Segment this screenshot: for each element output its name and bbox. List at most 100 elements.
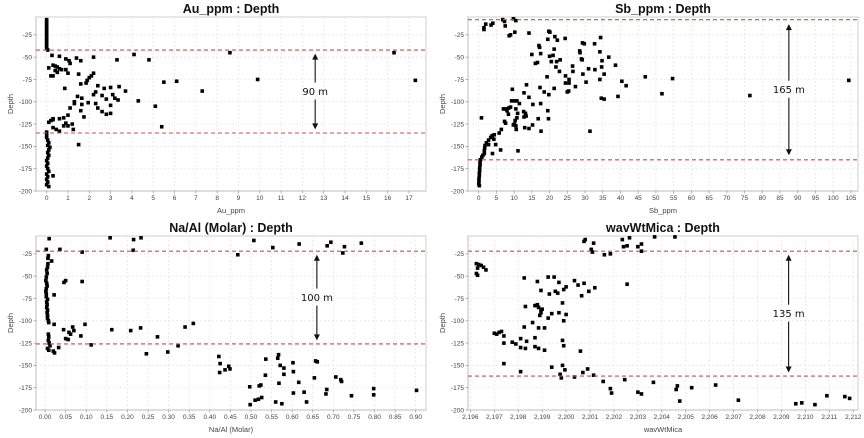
data-point [136, 99, 141, 103]
y-tick-label: -175 [451, 166, 464, 173]
data-point [602, 252, 607, 257]
data-point [276, 352, 281, 357]
data-point [639, 392, 644, 396]
data-point [516, 149, 520, 153]
x-tick-label: 55 [670, 195, 678, 202]
data-point [480, 155, 484, 159]
data-point [492, 132, 497, 137]
data-point [51, 117, 55, 122]
data-point [538, 51, 543, 56]
data-point [67, 58, 71, 63]
data-point [46, 153, 51, 158]
data-point [586, 66, 591, 71]
data-point [63, 336, 68, 341]
data-point [561, 287, 566, 292]
data-point [223, 368, 227, 372]
data-point [84, 81, 88, 85]
data-point [68, 106, 72, 110]
y-tick-label: -75 [23, 77, 33, 84]
data-point [52, 322, 56, 327]
data-point [96, 83, 100, 88]
data-point [477, 171, 482, 175]
x-tick-label: 0.70 [327, 414, 340, 421]
arrow-down-icon [313, 334, 320, 341]
data-point [58, 247, 62, 252]
data-point [46, 253, 51, 258]
data-point [44, 275, 49, 279]
data-point [484, 141, 489, 145]
arrow-up-icon [312, 53, 319, 60]
data-point [677, 399, 682, 403]
data-point [138, 326, 143, 330]
data-point [538, 101, 543, 106]
data-point [477, 168, 482, 173]
data-point [545, 74, 549, 79]
arrow-up-icon [313, 254, 320, 261]
data-point [593, 285, 597, 290]
data-point [563, 368, 567, 372]
data-point [56, 345, 61, 350]
interval-annotation: 135 m [773, 309, 805, 320]
data-point [44, 294, 49, 299]
data-point [530, 123, 535, 127]
data-point [80, 102, 84, 107]
data-point [545, 108, 550, 113]
chart-title: Sb_ppm : Depth [615, 2, 711, 16]
data-point [50, 53, 54, 58]
y-axis-label: Depth [438, 94, 447, 114]
data-point [533, 335, 537, 340]
data-point [587, 289, 591, 294]
y-tick-label: -75 [23, 296, 33, 303]
data-point [44, 182, 49, 187]
data-point [478, 163, 482, 167]
data-point [57, 54, 62, 59]
x-tick-label: 0.25 [142, 414, 155, 421]
data-point [608, 252, 613, 256]
data-point [296, 380, 301, 385]
data-point [518, 369, 523, 374]
data-point [66, 337, 70, 342]
data-point [522, 91, 526, 95]
y-tick-label: -175 [451, 385, 464, 392]
data-point [235, 252, 240, 257]
chart-title: wavWtMica : Depth [605, 221, 720, 235]
data-point [63, 278, 68, 283]
data-point [45, 161, 50, 166]
data-point [563, 81, 568, 85]
data-point [100, 93, 104, 98]
data-point [371, 386, 376, 391]
data-point [555, 291, 560, 295]
y-tick-label: -200 [19, 407, 32, 414]
data-point [511, 16, 516, 21]
data-point [49, 259, 54, 263]
data-point [514, 107, 518, 111]
data-point [843, 394, 847, 399]
data-point [329, 240, 333, 245]
data-point [70, 122, 75, 126]
data-point [476, 262, 481, 267]
data-point [482, 27, 486, 32]
data-point [324, 392, 328, 396]
data-point [176, 343, 180, 348]
data-point [537, 45, 542, 50]
x-tick-label: 4 [130, 195, 134, 202]
data-point [131, 248, 135, 253]
x-tick-label: 2,201 [582, 414, 599, 421]
x-tick-label: 0.85 [389, 414, 402, 421]
data-point [560, 301, 565, 305]
data-point [513, 118, 517, 123]
data-point [572, 375, 577, 379]
data-point [91, 71, 96, 76]
y-tick-label: -75 [455, 296, 465, 303]
data-point [64, 121, 68, 125]
data-point [639, 249, 644, 253]
data-point [102, 86, 106, 91]
x-tick-label: 0.10 [80, 414, 93, 421]
data-point [542, 348, 547, 353]
data-point [506, 112, 511, 117]
data-point [110, 92, 115, 97]
data-point [248, 402, 252, 407]
data-point [87, 75, 92, 80]
data-point [482, 146, 487, 150]
data-point [53, 68, 57, 73]
